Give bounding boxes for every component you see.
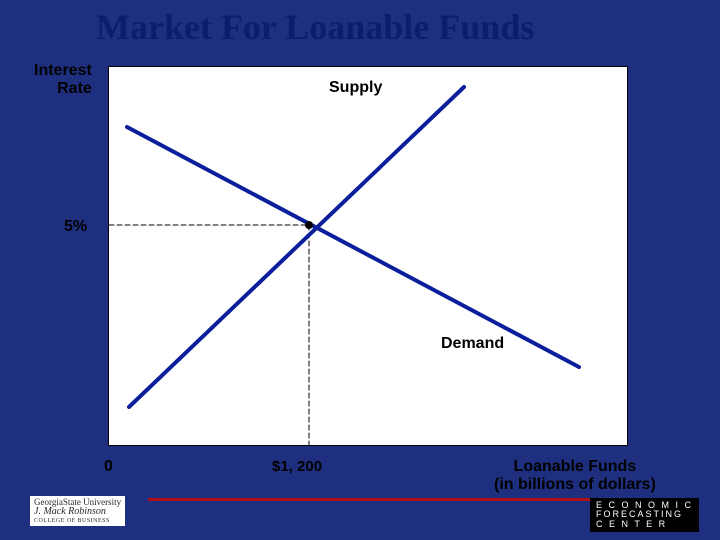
supply-line — [129, 87, 464, 407]
chart-box: Supply Demand — [108, 66, 628, 446]
x-tick-label: $1, 200 — [272, 458, 322, 475]
footer-right-line3: C E N T E R — [596, 520, 693, 529]
y-axis-label-line2: Rate — [34, 80, 92, 98]
slide-root: Market For Loanable Funds Interest Rate … — [0, 0, 720, 540]
y-axis-label: Interest Rate — [34, 62, 92, 98]
y-tick-label: 5% — [64, 218, 87, 236]
x-axis-title-line1: Loanable Funds — [494, 458, 656, 476]
equilibrium-point — [305, 221, 313, 229]
y-axis-label-line1: Interest — [34, 62, 92, 80]
slide-title: Market For Loanable Funds — [96, 6, 534, 48]
demand-line — [127, 127, 579, 367]
footer-left-line2: J. Mack Robinson — [34, 507, 121, 518]
footer-left-line3: COLLEGE OF BUSINESS — [34, 518, 121, 524]
footer-left-logo: GeorgiaState University J. Mack Robinson… — [30, 496, 125, 526]
x-origin-label: 0 — [104, 458, 113, 476]
chart-svg — [109, 67, 627, 445]
supply-label: Supply — [329, 79, 382, 97]
demand-label: Demand — [441, 335, 504, 353]
x-axis-title-line2: (in billions of dollars) — [494, 476, 656, 494]
x-axis-title: Loanable Funds (in billions of dollars) — [494, 458, 656, 494]
footer-right-logo: E C O N O M I C FORECASTING C E N T E R — [590, 498, 699, 532]
